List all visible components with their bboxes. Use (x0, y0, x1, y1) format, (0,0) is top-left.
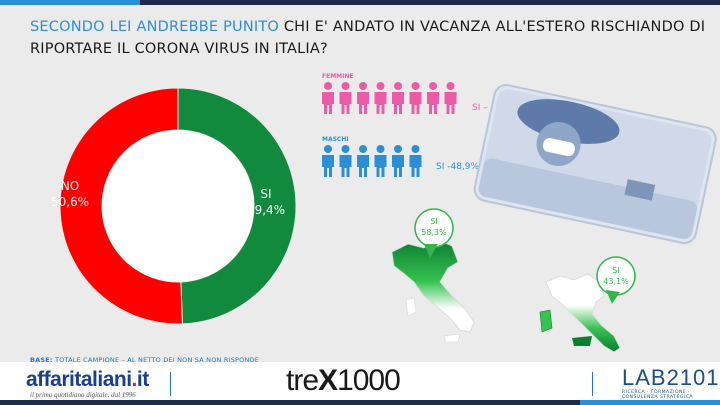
south-si: SI (612, 266, 619, 275)
north-value: 58,3% (421, 228, 447, 237)
donut-hole (102, 130, 254, 282)
bottom-bar-dark (0, 400, 580, 405)
south-bubble (596, 256, 636, 296)
top-bar-blue (0, 0, 140, 5)
base-text: TOTALE CAMPIONE – AL NETTO DEI NON SA NO… (52, 356, 260, 364)
maschi-person-icon (322, 145, 334, 177)
title-highlight: Secondo lei andrebbe punito (30, 19, 280, 35)
femmine-person-icon (339, 82, 352, 114)
italy-shape-south (545, 273, 621, 353)
north-bubble-pin (424, 244, 438, 258)
femmine-person-icon (427, 82, 439, 114)
aff-name: affaritaliani (26, 368, 132, 391)
south-bubble-pin (606, 290, 620, 304)
chart-canvas: NO 50,6% SI 49,4% FEMMINE SI – 50,6% MAS… (51, 73, 717, 353)
footer-separator-left (170, 372, 171, 396)
aff-tld: it (136, 368, 149, 391)
aff-dot: . (131, 368, 138, 391)
trex-b: 1000 (337, 364, 401, 397)
femmine-label: FEMMINE (322, 73, 354, 80)
affaritaliani-tagline: il primo quotidiano digitale, dal 1996 (30, 391, 136, 399)
italy-map-south: SI 43,1% (539, 256, 636, 353)
femmine-person-icon (444, 82, 457, 114)
pie-value-si: 49,4% (247, 203, 285, 217)
title-rest: chi e' andato in vacanza all'estero risc… (30, 19, 706, 57)
femmine-person-icon (409, 82, 422, 114)
femmine-person-icon (392, 82, 404, 114)
femmine-person-icon (374, 82, 387, 114)
femmine-icons (322, 82, 457, 114)
face-mask (542, 138, 575, 157)
lab2101-logo: LAB2101 (622, 365, 720, 390)
maschi-value: SI -48,9% (436, 162, 480, 172)
photo-beach (478, 158, 698, 239)
femmine-person-icon (357, 82, 369, 114)
maschi-person-icon (374, 145, 387, 177)
maschi-person-icon (392, 145, 404, 177)
sardinia-north (405, 297, 417, 317)
maschi-person-icon (339, 145, 352, 177)
trex-a: tre (286, 364, 319, 397)
donut-chart (59, 87, 297, 325)
vacation-photo (473, 84, 717, 244)
pie-label-si: SI (260, 187, 271, 201)
italy-map-north: SI 58,3% (391, 208, 475, 343)
affaritaliani-logo: affaritaliani.it (26, 368, 149, 392)
base-label: BASE: (30, 356, 53, 364)
bottom-bar-blue (580, 400, 720, 405)
bottom-accent-bar (0, 400, 720, 405)
italy-shape-north (391, 239, 475, 333)
top-bar-dark (140, 0, 720, 5)
sardinia-south (539, 309, 553, 333)
trex-x: X (318, 364, 338, 397)
maschi-icons (322, 145, 422, 177)
lab2101-tagline: RICERCA · FORMAZIONE · CONSULENZA STRATE… (622, 390, 693, 400)
maschi-person-icon (357, 145, 369, 177)
base-note: BASE: TOTALE CAMPIONE – AL NETTO DEI NON… (30, 356, 259, 364)
beach-chair (624, 179, 656, 201)
maschi-person-icon (409, 145, 422, 177)
footer-separator-right (592, 372, 593, 396)
pie-value-no: 50,6% (51, 195, 89, 209)
page-title: Secondo lei andrebbe punito chi e' andat… (30, 16, 710, 60)
pie-label-no: NO (61, 179, 79, 193)
femmine-person-icon (322, 82, 334, 114)
trex-logo: treX1000 (286, 364, 401, 398)
top-accent-bar (0, 0, 720, 5)
north-si: SI (430, 217, 437, 226)
sicily-north (443, 333, 461, 343)
south-value: 43,1% (603, 277, 629, 286)
footer: affaritaliani.it il primo quotidiano dig… (0, 362, 720, 405)
maschi-label: MASCHI (322, 136, 349, 143)
sicily-south (572, 336, 592, 346)
